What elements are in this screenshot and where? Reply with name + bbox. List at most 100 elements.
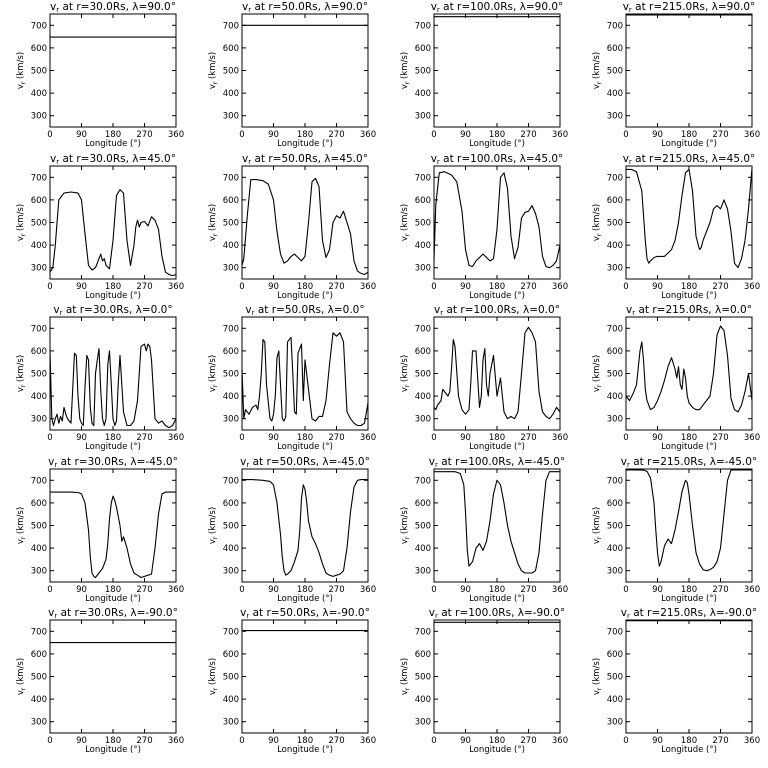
y-tick-label: 600 [607, 196, 623, 206]
y-axis-label-v: v [592, 539, 602, 544]
panel-title-text: at r=50.0Rs, λ=90.0° [251, 1, 368, 13]
series-line [434, 471, 560, 574]
y-tick-label: 500 [607, 219, 623, 229]
x-tick-label: 0 [431, 130, 436, 140]
y-axis-label-unit: (km/s) [208, 355, 218, 385]
plot-frame [241, 165, 369, 280]
y-tick-label: 500 [415, 67, 431, 77]
panel-2-0: vr at r=30.0Rs, λ=0.0°0 90 180 270 360300400… [16, 304, 184, 452]
panel-3-0: vr at r=30.0Rs, λ=-45.0°0 90 180 270 3603004… [16, 456, 184, 604]
panel-title-sub: r [627, 461, 630, 469]
y-tick-label: 400 [415, 544, 431, 554]
x-tick-label: 0 [431, 585, 436, 595]
y-axis-label-sub: r [20, 536, 27, 539]
y-axis-label: vr (km/s) [208, 355, 219, 392]
x-tick-label: 0 [239, 282, 244, 292]
panel-0-2: vr at r=100.0Rs, λ=90.0°0 90 180 270 3603004… [400, 1, 568, 149]
y-axis-label-sub: r [20, 233, 27, 236]
panel-title: vr at r=215.0Rs, λ=0.0° [626, 304, 752, 317]
y-tick-label: 600 [31, 196, 47, 206]
y-tick-label: 300 [415, 567, 431, 577]
y-tick-label: 600 [223, 650, 239, 660]
y-tick-label: 600 [223, 44, 239, 54]
y-axis-label-sub: r [212, 384, 219, 387]
y-axis-label: vr (km/s) [400, 52, 411, 89]
y-tick-label: 400 [223, 544, 239, 554]
y-tick-label: 500 [415, 673, 431, 683]
panel-title-v: v [621, 607, 627, 619]
panel-title-sub: r [54, 612, 57, 620]
panel-3-2: vr at r=100.0Rs, λ=-45.0°0 90 180 270 360300… [400, 456, 568, 604]
y-tick-label: 400 [607, 695, 623, 705]
y-tick-label: 500 [31, 67, 47, 77]
y-axis-label-v: v [16, 387, 26, 392]
x-tick-label: 0 [431, 736, 436, 746]
x-tick-label: 270 [520, 736, 536, 746]
y-axis-label-v: v [400, 236, 410, 241]
panel-title-sub: r [56, 158, 59, 166]
plot-frame [433, 13, 561, 128]
panel-title-text: at r=50.0Rs, λ=-90.0° [249, 607, 370, 619]
x-axis-label: Longitude (°) [277, 442, 333, 452]
x-axis-label: Longitude (°) [661, 745, 717, 755]
panel-3-1: vr at r=50.0Rs, λ=-45.0°0 90 180 270 3603004… [208, 456, 376, 604]
panel-title-v: v [623, 153, 629, 165]
y-tick-label: 400 [415, 241, 431, 251]
y-axis-label-unit: (km/s) [592, 355, 602, 385]
x-axis-label: Longitude (°) [85, 442, 141, 452]
y-tick-label: 700 [223, 21, 239, 31]
y-tick-label: 500 [223, 67, 239, 77]
y-tick-label: 400 [223, 392, 239, 402]
y-axis-label: vr (km/s) [592, 204, 603, 241]
x-tick-label: 90 [652, 433, 663, 443]
y-tick-label: 400 [223, 241, 239, 251]
y-axis-label: vr (km/s) [16, 204, 27, 241]
x-tick-label: 0 [239, 585, 244, 595]
y-tick-label: 300 [607, 415, 623, 425]
x-tick-label: 270 [328, 130, 344, 140]
panel-title-sub: r [248, 158, 251, 166]
panel-title-v: v [242, 153, 248, 165]
y-axis-label: vr (km/s) [16, 507, 27, 544]
y-tick-label: 600 [607, 347, 623, 357]
y-tick-label: 700 [415, 476, 431, 486]
x-tick-label: 270 [712, 736, 728, 746]
x-tick-label: 180 [489, 736, 505, 746]
x-tick-label: 360 [744, 736, 760, 746]
panel-title-text: at r=50.0Rs, λ=0.0° [254, 304, 364, 316]
x-tick-label: 90 [268, 736, 279, 746]
y-axis-label-unit: (km/s) [16, 507, 26, 537]
y-tick-label: 600 [607, 44, 623, 54]
y-axis-label: vr (km/s) [208, 52, 219, 89]
plot-frame [433, 619, 561, 734]
y-axis-label-v: v [400, 387, 410, 392]
x-axis-label: Longitude (°) [469, 442, 525, 452]
x-tick-label: 360 [552, 433, 568, 443]
x-tick-label: 360 [360, 130, 376, 140]
panel-title: vr at r=100.0Rs, λ=0.0° [434, 304, 560, 317]
x-tick-label: 90 [652, 282, 663, 292]
x-tick-label: 180 [297, 736, 313, 746]
series-line [49, 343, 177, 429]
x-tick-label: 270 [328, 282, 344, 292]
panel-title-text: at r=100.0Rs, λ=90.0° [440, 1, 563, 13]
x-tick-label: 0 [431, 433, 436, 443]
y-axis-label-v: v [16, 84, 26, 89]
x-tick-label: 180 [681, 585, 697, 595]
panel-title-sub: r [246, 612, 249, 620]
x-axis-label: Longitude (°) [277, 139, 333, 149]
y-tick-label: 600 [607, 499, 623, 509]
y-axis-label-v: v [16, 539, 26, 544]
panel-title-v: v [240, 456, 246, 468]
y-tick-label: 300 [223, 567, 239, 577]
panel-title: vr at r=30.0Rs, λ=90.0° [50, 1, 176, 14]
plot-frame [241, 619, 369, 734]
panel-title-text: at r=215.0Rs, λ=90.0° [632, 1, 755, 13]
y-tick-label: 500 [607, 522, 623, 532]
panel-title: vr at r=215.0Rs, λ=-45.0° [621, 456, 757, 469]
y-axis-label-v: v [592, 690, 602, 695]
y-tick-label: 500 [31, 522, 47, 532]
x-tick-label: 180 [105, 736, 121, 746]
y-tick-label: 600 [415, 499, 431, 509]
x-axis-label: Longitude (°) [277, 594, 333, 604]
